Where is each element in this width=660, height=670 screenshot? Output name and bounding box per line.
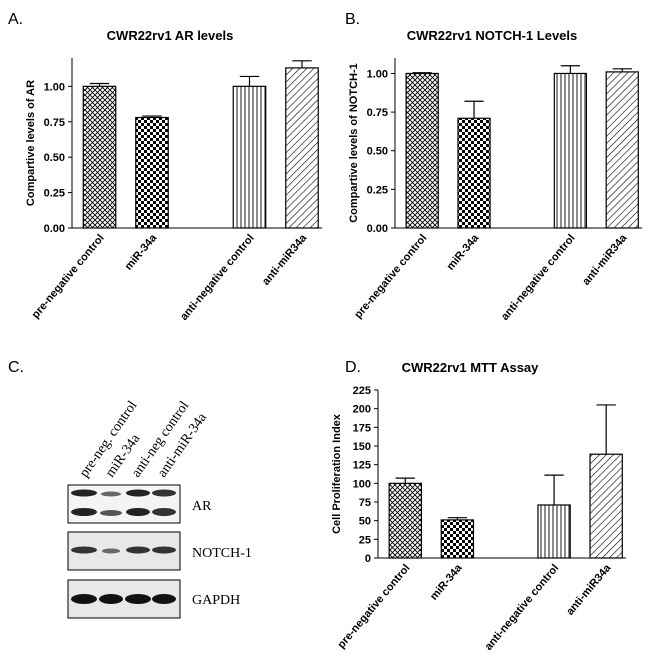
y-tick-label: 0.75: [367, 107, 388, 119]
bar: [589, 453, 623, 559]
bar: [135, 116, 169, 229]
panel-label: C.: [8, 359, 24, 376]
protein-label: AR: [192, 499, 212, 514]
bar: [285, 67, 319, 229]
panel-label: B.: [345, 11, 360, 28]
y-tick-label: 175: [353, 422, 371, 434]
chart-title: CWR22rv1 AR levels: [107, 28, 234, 43]
y-tick-label: 25: [359, 534, 371, 546]
blot-notch: [67, 531, 181, 571]
bar: [537, 504, 571, 559]
x-tick-label: anti-negative control: [499, 232, 578, 323]
y-tick-label: 0.50: [44, 152, 65, 164]
bar: [82, 85, 117, 229]
y-tick-label: 0.75: [44, 117, 65, 129]
y-axis-label: Cell Proliferation Index: [331, 413, 343, 534]
chart: A. CWR22rv1 AR levels Compartive levels of…: [8, 11, 322, 323]
x-tick-label: miR-34a: [445, 232, 482, 273]
y-tick-label: 0.25: [367, 184, 388, 196]
x-tick-label: pre-negative control: [352, 232, 429, 321]
x-tick-label: anti-miR34a: [260, 232, 310, 288]
y-tick-label: 150: [353, 441, 371, 453]
x-tick-label: pre-negative control: [30, 232, 107, 321]
y-tick-label: 0.25: [44, 188, 65, 200]
x-tick-label: miR-34a: [123, 232, 160, 273]
y-tick-label: 0: [365, 553, 371, 565]
panel-label: A.: [8, 11, 23, 28]
bar: [388, 482, 423, 559]
y-tick-label: 125: [353, 460, 371, 472]
chart: D. CWR22rv1 MTT Assay Cell Proliferation I…: [331, 359, 626, 653]
chart-title: CWR22rv1 NOTCH-1 Levels: [407, 28, 578, 43]
blot-ar: [67, 484, 181, 524]
x-tick-label: anti-miR34a: [580, 232, 630, 288]
y-axis-label: Compartive levels of NOTCH-1: [348, 63, 360, 223]
x-tick-label: pre-negative control: [335, 562, 412, 651]
y-tick-label: 200: [353, 404, 371, 416]
y-tick-label: 1.00: [44, 81, 65, 93]
protein-label: NOTCH-1: [192, 546, 252, 561]
bar: [440, 519, 475, 559]
x-tick-label: anti-miR34a: [564, 562, 614, 618]
y-tick-label: 0.50: [367, 146, 388, 158]
y-tick-label: 1.00: [367, 68, 388, 80]
protein-label: GAPDH: [192, 593, 240, 608]
y-tick-label: 0.00: [367, 223, 388, 235]
blot-gapdh: [67, 579, 181, 619]
y-tick-label: 100: [353, 478, 371, 490]
bar: [405, 72, 439, 229]
y-tick-label: 75: [359, 497, 371, 509]
y-tick-label: 50: [359, 516, 371, 528]
bar: [605, 71, 639, 229]
chart: B. CWR22rv1 NOTCH-1 Levels Compartive leve…: [345, 11, 642, 323]
y-tick-label: 0.00: [44, 223, 65, 235]
x-tick-label: anti-negative control: [178, 232, 257, 323]
y-axis-label: Compartive levels of AR: [25, 80, 37, 206]
bar: [553, 72, 588, 229]
bar: [457, 117, 491, 229]
bar: [232, 85, 267, 229]
x-tick-label: anti-negative control: [483, 562, 562, 653]
chart-title: CWR22rv1 MTT Assay: [402, 360, 540, 375]
panel-label: D.: [345, 359, 361, 376]
y-tick-label: 225: [353, 385, 371, 397]
x-tick-label: miR-34a: [428, 562, 465, 603]
